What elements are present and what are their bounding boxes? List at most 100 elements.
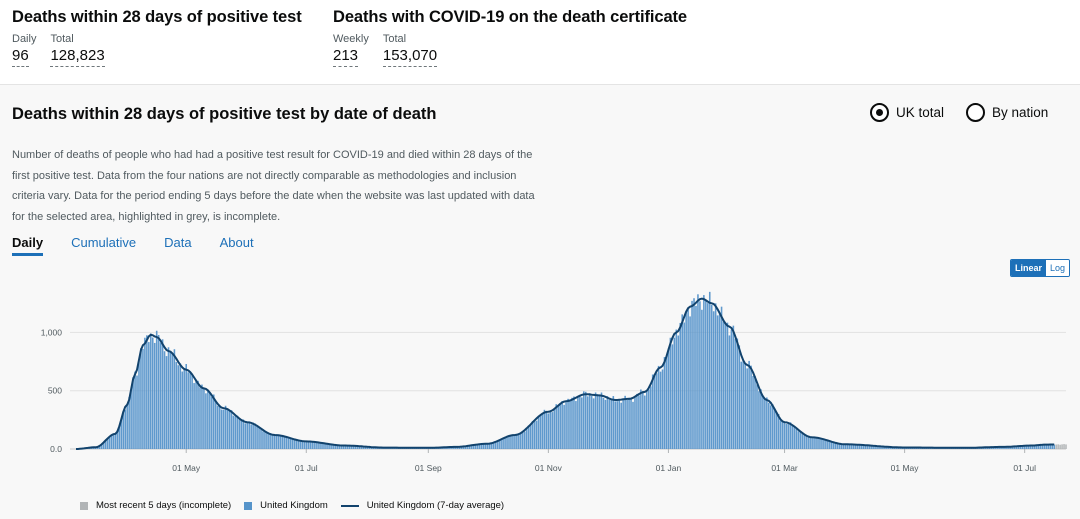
chart-legend: Most recent 5 days (incomplete) United K… xyxy=(80,500,517,511)
daily-bar xyxy=(293,438,296,449)
daily-bar xyxy=(244,423,247,449)
daily-bar xyxy=(642,391,644,449)
daily-bar xyxy=(764,399,766,449)
daily-bar xyxy=(553,409,556,449)
daily-bar xyxy=(360,446,363,449)
daily-bar xyxy=(478,444,481,449)
daily-bar xyxy=(277,435,280,449)
daily-bar xyxy=(569,401,571,449)
daily-bar xyxy=(246,422,249,449)
seven-day-average-line xyxy=(76,297,1055,450)
daily-bar xyxy=(840,443,843,449)
daily-bar xyxy=(518,434,520,449)
daily-bar xyxy=(230,410,233,449)
daily-bar xyxy=(870,445,872,449)
daily-bar xyxy=(1045,444,1048,449)
daily-bar xyxy=(1029,445,1032,449)
daily-bar xyxy=(565,402,567,449)
tab-daily[interactable]: Daily xyxy=(12,235,44,256)
log-scale-button[interactable]: Log xyxy=(1046,260,1070,276)
tab-cumulative[interactable]: Cumulative xyxy=(71,235,137,250)
daily-bar xyxy=(307,441,310,449)
metric-total[interactable]: Total 153,070 xyxy=(382,33,438,67)
daily-bar xyxy=(1033,445,1036,449)
daily-bar xyxy=(533,420,536,449)
daily-bar xyxy=(539,414,542,449)
daily-bar xyxy=(683,322,685,449)
radio-label[interactable]: By nation xyxy=(992,105,1049,120)
daily-bar xyxy=(832,442,835,449)
daily-bar xyxy=(1057,444,1059,449)
radio-uk-total[interactable]: UK total xyxy=(870,103,944,122)
daily-bar xyxy=(177,365,180,449)
daily-bar xyxy=(842,444,845,449)
daily-bar xyxy=(614,401,617,449)
daily-bar xyxy=(750,365,752,449)
grey-swatch-icon xyxy=(80,501,88,510)
daily-bar xyxy=(295,440,298,449)
metric-weekly[interactable]: Weekly 213 xyxy=(333,33,369,67)
tab-about[interactable]: About xyxy=(219,235,254,250)
radio-button[interactable] xyxy=(966,103,985,122)
daily-bar xyxy=(108,437,111,449)
metric-value[interactable]: 153,070 xyxy=(382,46,438,67)
daily-bar xyxy=(502,438,504,449)
daily-bar xyxy=(100,444,103,449)
daily-bar xyxy=(496,441,498,449)
daily-bar xyxy=(819,438,821,449)
daily-bar xyxy=(350,445,353,449)
headline-summary: Deaths within 28 days of positive test D… xyxy=(0,0,1080,84)
daily-bar xyxy=(584,391,587,449)
daily-bar xyxy=(114,434,117,449)
daily-bar xyxy=(207,389,209,449)
daily-bar xyxy=(1051,444,1054,449)
radio-button-checked[interactable] xyxy=(870,103,889,122)
daily-bar xyxy=(990,447,992,449)
daily-bar xyxy=(730,329,733,449)
metric-value[interactable]: 128,823 xyxy=(50,46,105,67)
daily-bar xyxy=(325,443,327,449)
daily-bar xyxy=(579,395,581,449)
daily-bar xyxy=(795,428,798,449)
radio-label[interactable]: UK total xyxy=(896,105,945,120)
daily-bar xyxy=(1008,446,1010,449)
metric-value[interactable]: 96 xyxy=(12,46,29,67)
headline-deaths-28-days: Deaths within 28 days of positive test D… xyxy=(12,8,302,67)
daily-bar xyxy=(187,372,189,449)
daily-bar xyxy=(142,348,144,449)
daily-bar xyxy=(649,386,652,449)
daily-bar xyxy=(710,304,713,449)
daily-bar xyxy=(449,447,451,449)
metric-daily[interactable]: Daily 96 xyxy=(12,33,36,67)
x-tick-label: 01 Jan xyxy=(656,463,682,473)
daily-bar xyxy=(695,305,697,449)
daily-bar xyxy=(610,398,613,449)
daily-bar xyxy=(157,335,160,449)
daily-bar xyxy=(718,314,721,449)
daily-bar xyxy=(112,434,115,449)
daily-bar xyxy=(771,404,774,449)
daily-bar xyxy=(236,415,239,449)
daily-bar xyxy=(571,397,573,449)
metric-total[interactable]: Total 128,823 xyxy=(50,33,105,67)
metric-value[interactable]: 213 xyxy=(333,46,359,67)
daily-bar xyxy=(220,409,223,449)
daily-bar xyxy=(118,426,121,449)
daily-bar xyxy=(679,322,682,449)
daily-bar xyxy=(480,443,483,449)
daily-bar xyxy=(352,445,355,449)
daily-bar xyxy=(508,436,510,449)
daily-bar xyxy=(659,371,662,449)
daily-bar xyxy=(358,446,361,449)
daily-bar xyxy=(864,445,867,449)
daily-bar xyxy=(270,433,272,449)
daily-bar xyxy=(138,360,140,449)
linear-scale-button[interactable]: Linear xyxy=(1011,260,1047,276)
daily-bar xyxy=(104,439,107,449)
radio-by-nation[interactable]: By nation xyxy=(966,103,1048,122)
daily-bar xyxy=(287,437,290,449)
tab-data[interactable]: Data xyxy=(164,235,192,250)
daily-bar xyxy=(167,347,170,449)
daily-bar xyxy=(850,444,853,449)
daily-bar xyxy=(197,380,199,449)
